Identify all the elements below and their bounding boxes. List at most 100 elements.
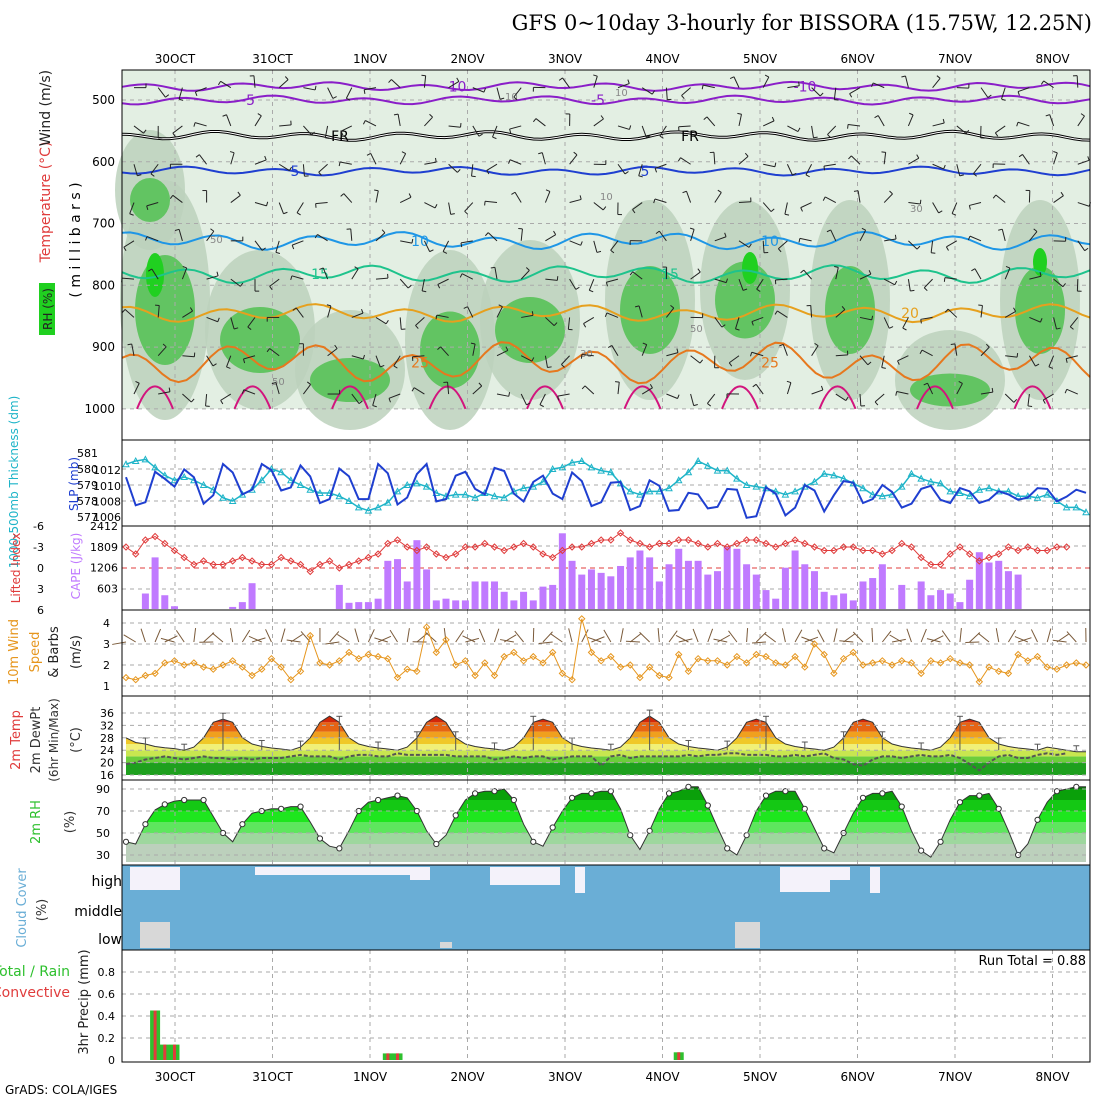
cape-bar xyxy=(985,562,993,609)
wind-barb xyxy=(399,317,402,330)
wind-barb xyxy=(545,234,556,242)
wind-barb-flag xyxy=(1013,307,1017,312)
wind-barb xyxy=(520,228,523,241)
contour-label: -10 xyxy=(444,79,467,95)
wind-barb-flag xyxy=(725,278,728,283)
wind-barb-flag xyxy=(346,97,351,101)
wind-barb-10m xyxy=(112,641,127,645)
rh-point xyxy=(530,838,537,845)
wind-barb xyxy=(296,202,304,213)
date-label-top: 2NOV xyxy=(450,52,485,66)
wind-barb-flag xyxy=(217,317,220,322)
wind-barb-flag xyxy=(1084,247,1089,252)
wind-barb-flag xyxy=(805,174,810,178)
lifted-index-point xyxy=(219,560,227,569)
wind-barb-flag xyxy=(137,174,142,177)
rh-point xyxy=(394,792,401,799)
wind-barb-10m xyxy=(692,628,699,643)
thickness-point xyxy=(1082,508,1090,516)
lifted-index-point xyxy=(151,532,159,541)
wind-barb xyxy=(562,77,571,88)
wind-barb xyxy=(610,240,619,251)
wind-barb-flag xyxy=(385,319,389,325)
wind-barb xyxy=(351,355,364,360)
wind-barb-flag xyxy=(827,134,831,138)
wind-barb-flag xyxy=(381,229,386,234)
thickness-point xyxy=(151,463,159,471)
wind-barb-10m xyxy=(1017,637,1032,643)
lifted-index-point xyxy=(830,546,838,555)
y-tick-label-cape: 1809 xyxy=(90,541,118,554)
wind-barb-flag xyxy=(450,213,455,215)
wind-barb xyxy=(1053,195,1064,203)
wind-barb xyxy=(254,159,267,165)
wind-barb-flag xyxy=(653,198,656,204)
wind-barb xyxy=(269,348,280,357)
wind-barb-flag xyxy=(923,287,928,292)
wind-barb-flag xyxy=(189,307,194,312)
wind-barb-flag xyxy=(847,124,849,129)
wind-barb-10m xyxy=(229,628,234,643)
wind-barb-flag xyxy=(1039,318,1043,323)
wind-speed-point xyxy=(568,675,576,684)
wind-barb-10m xyxy=(707,628,714,643)
thickness-point xyxy=(956,488,964,496)
temperature-contour xyxy=(121,264,1091,285)
y-tick-label-li: -3 xyxy=(33,541,44,554)
wind-speed-point xyxy=(539,659,547,667)
wind-barb xyxy=(279,124,292,127)
cape-bar xyxy=(849,600,857,609)
wind-barb-10m xyxy=(329,631,340,643)
wind-barb xyxy=(195,87,207,93)
lifted-index-point xyxy=(355,557,363,565)
lifted-index-point xyxy=(500,546,508,555)
wind-barb xyxy=(472,125,480,137)
wind-barb-flag xyxy=(992,194,997,199)
wind-barb xyxy=(980,391,993,395)
wind-barb-10m xyxy=(889,634,903,643)
cape-bar xyxy=(869,578,877,609)
wind-barb-flag xyxy=(646,135,651,138)
wind-speed-point xyxy=(578,615,586,623)
wind-speed-point xyxy=(868,659,877,667)
wind-barb-flag xyxy=(150,173,155,177)
lifted-index-point xyxy=(471,543,479,551)
wind-barb-10m xyxy=(478,628,486,643)
wind-barb xyxy=(275,382,280,395)
wind-barb-flag xyxy=(148,268,153,272)
wind-barb xyxy=(733,76,740,88)
wind-barb-flag xyxy=(434,204,438,209)
wind-barb xyxy=(738,155,749,165)
wind-barb xyxy=(424,161,437,165)
date-label-bottom: 3NOV xyxy=(548,1070,583,1084)
wind-barb-flag xyxy=(610,249,615,254)
rh-line xyxy=(125,786,1086,858)
rh-point xyxy=(239,821,246,828)
wind-barb-flag xyxy=(699,359,704,364)
wind-barb-flag xyxy=(707,403,712,407)
wind-barb-10m xyxy=(154,628,162,643)
rh-point xyxy=(588,790,595,797)
wind-speed-point xyxy=(1082,661,1090,669)
wind-barb-flag xyxy=(651,90,655,95)
wind-barb xyxy=(583,317,595,325)
cloud-clear-area xyxy=(830,867,850,880)
wind-barb-10m xyxy=(374,637,388,643)
wind-barb-flag xyxy=(226,366,231,369)
wind-barb xyxy=(421,279,425,292)
wind-barb xyxy=(269,278,280,287)
wind-barb-flag xyxy=(532,118,537,123)
wind-barb xyxy=(324,125,329,138)
lifted-index-point xyxy=(1062,543,1071,551)
cape-bar xyxy=(238,602,246,609)
rh-point xyxy=(704,802,711,809)
wind-barb xyxy=(835,267,839,280)
wind-barb xyxy=(372,393,377,406)
wind-barb-flag xyxy=(165,94,170,98)
wind-barb xyxy=(944,277,957,280)
wind-barb-flag xyxy=(434,157,437,163)
cape-bar xyxy=(840,593,848,609)
thickness-point xyxy=(228,496,237,504)
wind-barb-flag xyxy=(959,174,964,177)
wind-barb-flag xyxy=(596,250,602,253)
